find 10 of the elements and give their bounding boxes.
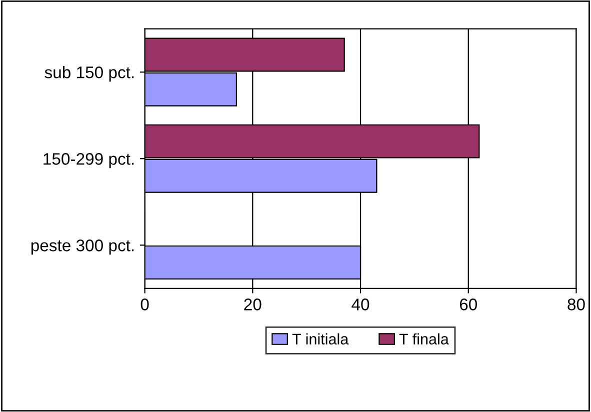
x-tick-label: 40 xyxy=(352,298,370,310)
x-tick-label: 80 xyxy=(568,298,585,310)
legend-label: T finala xyxy=(399,333,449,345)
x-tick-label: 20 xyxy=(244,298,262,310)
x-tick-label: 0 xyxy=(140,298,149,310)
x-tick-label: 60 xyxy=(460,298,477,310)
y-tick-label: sub 150 pct. xyxy=(44,66,134,82)
y-tick-label: 150-299 pct. xyxy=(44,153,134,168)
legend-label: T initiala xyxy=(292,333,349,345)
y-tick-label: peste 300 pct. xyxy=(31,240,134,255)
